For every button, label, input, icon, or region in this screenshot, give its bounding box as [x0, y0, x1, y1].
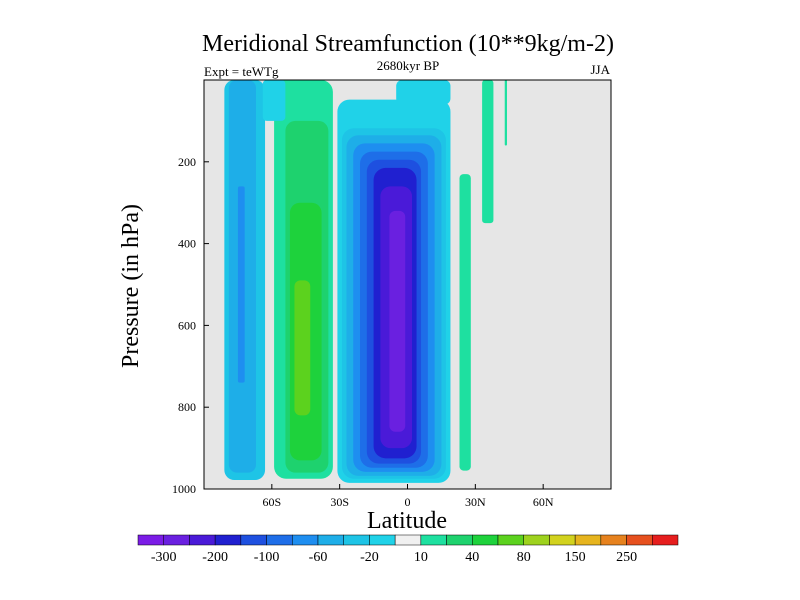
colorbar-swatch	[343, 534, 370, 546]
hadley-cell-core	[389, 210, 406, 432]
colorbar-swatch	[420, 534, 447, 546]
colorbar-swatch	[549, 534, 576, 546]
x-axis-label: Latitude	[367, 508, 447, 534]
sh-ferrel-cell-core	[294, 280, 311, 416]
colorbar-label: -100	[254, 550, 280, 565]
colorbar-swatch	[292, 534, 319, 546]
colorbar-swatch	[137, 534, 164, 546]
colorbar-label: -60	[309, 550, 328, 565]
colorbar-label: 250	[616, 550, 637, 565]
x-tick-label: 30N	[465, 495, 486, 509]
colorbar: -300 -200 -100 -60 -20 10 40 80 150 250	[137, 534, 679, 565]
colorbar-swatch	[472, 534, 499, 546]
colorbar-swatch	[497, 534, 524, 546]
colorbar-swatch	[163, 534, 190, 546]
x-tick-label: 60N	[533, 495, 554, 509]
colorbar-swatch	[266, 534, 293, 546]
colorbar-swatch	[317, 534, 344, 546]
y-tick-label: 400	[178, 237, 196, 251]
colorbar-swatch	[214, 534, 242, 546]
colorbar-swatch	[446, 534, 473, 546]
nh-weak-cell	[459, 174, 471, 471]
period-label: 2680kyr BP	[377, 58, 439, 73]
x-tick-label: 0	[405, 495, 411, 509]
x-axis: 60S 30S 0 30N 60N	[262, 484, 554, 509]
y-axis-label: Pressure (in hPa)	[118, 204, 144, 368]
colorbar-swatch	[574, 534, 602, 546]
sh-polar-cell-inner	[237, 186, 245, 383]
contour-fields	[224, 80, 507, 483]
colorbar-swatch	[369, 534, 396, 546]
y-tick-label: 600	[178, 318, 196, 332]
y-tick-label: 1000	[172, 482, 196, 496]
upper-right-contour	[396, 80, 451, 105]
colorbar-swatch	[189, 534, 216, 546]
chart-title: Meridional Streamfunction (10**9kg/m-2)	[202, 31, 614, 57]
colorbar-swatch	[626, 534, 653, 546]
colorbar-swatch	[523, 534, 550, 546]
colorbar-label: -20	[360, 550, 379, 565]
y-tick-label: 800	[178, 400, 196, 414]
nh-upper-strip	[482, 80, 494, 224]
colorbar-swatch	[652, 534, 679, 546]
experiment-label: Expt = teWTg	[204, 64, 279, 79]
x-tick-label: 30S	[330, 495, 349, 509]
colorbar-label: 150	[565, 550, 586, 565]
colorbar-label: -300	[151, 550, 177, 565]
upper-left-contour	[262, 80, 286, 121]
y-axis: 200 400 600 800 1000	[172, 155, 209, 496]
colorbar-swatch	[600, 534, 627, 546]
colorbar-swatch	[240, 534, 267, 546]
nh-upper-sliver	[504, 80, 507, 146]
colorbar-label: 80	[517, 550, 531, 565]
y-tick-label: 200	[178, 155, 196, 169]
colorbar-label: 10	[414, 550, 428, 565]
colorbar-swatch	[394, 534, 422, 546]
colorbar-label: 40	[465, 550, 479, 565]
x-tick-label: 60S	[262, 495, 281, 509]
season-label: JJA	[590, 62, 610, 77]
colorbar-label: -200	[202, 550, 228, 565]
